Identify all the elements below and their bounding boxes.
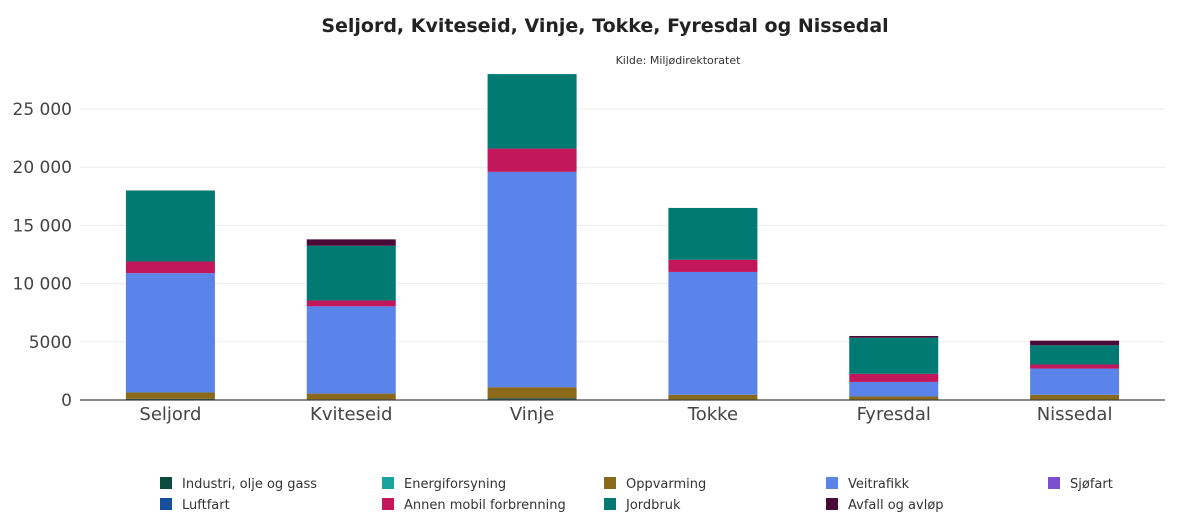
bar-segment[interactable] — [849, 373, 939, 382]
legend-label: Annen mobil forbrenning — [404, 498, 566, 513]
legend-label: Luftfart — [182, 498, 230, 513]
bar-segment[interactable] — [668, 271, 758, 395]
bars-group — [125, 74, 1120, 400]
legend-swatch — [382, 498, 394, 510]
legend-swatch — [826, 498, 838, 510]
legend-item[interactable]: Annen mobil forbrenning — [382, 498, 566, 513]
bar-segment[interactable] — [1030, 394, 1120, 400]
legend-item[interactable]: Veitrafikk — [826, 477, 910, 492]
bar-segment[interactable] — [1030, 364, 1120, 369]
legend-label: Sjøfart — [1070, 477, 1113, 492]
chart-title: Seljord, Kviteseid, Vinje, Tokke, Fyresd… — [321, 15, 888, 37]
bar-segment[interactable] — [306, 393, 396, 400]
bar-segment[interactable] — [849, 335, 939, 338]
bar-segment[interactable] — [1030, 340, 1120, 346]
x-tick-label: Seljord — [139, 404, 201, 425]
bar-segment[interactable] — [1030, 345, 1120, 365]
x-tick-label: Kviteseid — [310, 404, 392, 425]
legend-item[interactable]: Jordbruk — [604, 498, 681, 513]
bar-segment[interactable] — [125, 190, 215, 262]
legend-label: Energiforsyning — [404, 477, 506, 492]
legend: Industri, olje og gass Energiforsyning Opp… — [160, 477, 1113, 513]
legend-swatch — [382, 477, 394, 489]
legend-swatch — [604, 477, 616, 489]
bar-segment[interactable] — [306, 306, 396, 394]
bar-segment[interactable] — [487, 387, 577, 399]
bar-segment[interactable] — [487, 148, 577, 172]
legend-label: Industri, olje og gass — [182, 477, 317, 492]
bar-segment[interactable] — [487, 398, 577, 400]
bar-segment[interactable] — [125, 273, 215, 393]
bar-segment[interactable] — [849, 337, 939, 374]
bar-segment[interactable] — [849, 396, 939, 400]
legend-item[interactable]: Oppvarming — [604, 477, 706, 492]
bar-segment[interactable] — [668, 259, 758, 272]
legend-label: Veitrafikk — [848, 477, 910, 492]
x-tick-label: Nissedal — [1037, 404, 1113, 425]
legend-swatch — [826, 477, 838, 489]
y-tick-label: 25 000 — [13, 100, 72, 120]
bar-segment[interactable] — [306, 300, 396, 307]
x-axis: Seljord Kviteseid Vinje Tokke Fyresdal Nissed… — [80, 399, 1165, 425]
bar-segment[interactable] — [487, 171, 577, 388]
bar-segment[interactable] — [849, 381, 939, 397]
chart-subtitle: Kilde: Miljødirektoratet — [616, 54, 742, 67]
bar-segment[interactable] — [487, 74, 577, 149]
legend-swatch — [160, 498, 172, 510]
bar-segment[interactable] — [1030, 368, 1120, 395]
bar-segment[interactable] — [306, 239, 396, 246]
legend-item[interactable]: Luftfart — [160, 498, 230, 513]
legend-item[interactable]: Energiforsyning — [382, 477, 506, 492]
bar-segment[interactable] — [668, 207, 758, 260]
legend-item[interactable]: Sjøfart — [1048, 477, 1113, 492]
x-tick-label: Vinje — [510, 404, 554, 425]
legend-item[interactable]: Avfall og avløp — [826, 498, 944, 513]
y-tick-label: 20 000 — [13, 158, 72, 178]
y-tick-label: 0 — [61, 391, 72, 411]
y-axis: 0 5000 10 000 15 000 20 000 25 000 — [13, 100, 72, 411]
bar-segment[interactable] — [306, 245, 396, 301]
y-tick-label: 10 000 — [13, 275, 72, 295]
y-tick-label: 5000 — [29, 333, 72, 353]
bar-segment[interactable] — [125, 261, 215, 274]
legend-swatch — [160, 477, 172, 489]
legend-label: Avfall og avløp — [848, 498, 944, 513]
legend-swatch — [1048, 477, 1060, 489]
x-tick-label: Fyresdal — [857, 404, 931, 425]
grid-lines — [80, 108, 1165, 343]
legend-label: Jordbruk — [625, 498, 681, 513]
x-tick-label: Tokke — [687, 404, 738, 425]
bar-segment[interactable] — [125, 392, 215, 399]
legend-label: Oppvarming — [626, 477, 706, 492]
y-tick-label: 15 000 — [13, 216, 72, 236]
legend-swatch — [604, 498, 616, 510]
legend-item[interactable]: Industri, olje og gass — [160, 477, 317, 492]
bar-segment[interactable] — [668, 394, 758, 400]
